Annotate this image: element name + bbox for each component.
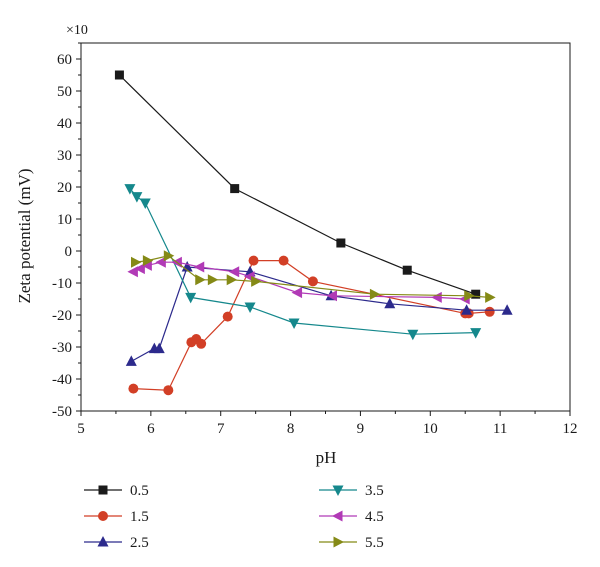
x-axis-label: pH bbox=[316, 448, 337, 467]
y-tick-label: 40 bbox=[57, 116, 72, 132]
legend-label: 0.5 bbox=[130, 483, 149, 499]
data-point bbox=[384, 297, 396, 309]
series-4-5 bbox=[127, 256, 470, 305]
y-axis-label: Zeta potential (mV) bbox=[15, 168, 34, 303]
data-point bbox=[431, 291, 442, 303]
y-tick-label: 20 bbox=[57, 180, 72, 196]
data-point bbox=[501, 304, 513, 315]
data-point bbox=[288, 318, 300, 329]
data-point bbox=[307, 276, 318, 287]
legend-label: 3.5 bbox=[365, 483, 384, 499]
legend-label: 4.5 bbox=[365, 509, 384, 525]
y-axis-multiplier: ×10 bbox=[66, 23, 88, 38]
y-tick-label: 0 bbox=[65, 244, 73, 260]
axis-ticks bbox=[76, 42, 571, 416]
legend-label: 5.5 bbox=[365, 535, 384, 551]
x-tick-label: 9 bbox=[357, 421, 365, 437]
data-point bbox=[163, 385, 174, 396]
data-point bbox=[228, 266, 240, 278]
data-point bbox=[124, 184, 136, 195]
tick-labels: 5 6 7 8 9 10 11 12 -50 -40 -30 -20 -10 0 10 20 30 40 50 60 bbox=[52, 52, 578, 437]
y-tick-label: -30 bbox=[52, 340, 72, 356]
series-line bbox=[135, 255, 490, 298]
legend-item-4-5: 4.5 bbox=[319, 509, 384, 525]
data-point bbox=[128, 383, 139, 394]
x-tick-label: 5 bbox=[77, 421, 85, 437]
x-tick-label: 12 bbox=[563, 421, 578, 437]
legend-marker bbox=[333, 536, 344, 548]
data-point bbox=[195, 274, 206, 286]
data-point bbox=[470, 328, 482, 339]
data-point bbox=[485, 291, 496, 303]
series-5-5 bbox=[130, 250, 496, 303]
plot-frame bbox=[80, 42, 571, 412]
data-point bbox=[163, 250, 175, 262]
data-point bbox=[131, 192, 143, 203]
data-point bbox=[181, 261, 193, 272]
data-point bbox=[336, 238, 346, 248]
y-tick-label: 50 bbox=[57, 84, 72, 100]
data-point bbox=[193, 261, 205, 273]
legend-marker bbox=[332, 510, 343, 522]
data-point bbox=[326, 290, 337, 302]
y-tick-label: -20 bbox=[52, 308, 72, 324]
legend-marker bbox=[98, 511, 108, 521]
data-point bbox=[230, 184, 240, 194]
x-tick-label: 8 bbox=[287, 421, 295, 437]
x-tick-label: 6 bbox=[147, 421, 155, 437]
data-point bbox=[139, 198, 151, 209]
data-point bbox=[244, 302, 256, 313]
data-point bbox=[226, 274, 238, 286]
y-tick-label: -50 bbox=[52, 404, 72, 420]
legend-label: 2.5 bbox=[130, 535, 149, 551]
data-point bbox=[196, 338, 207, 349]
series-line bbox=[131, 266, 508, 362]
data-point bbox=[222, 311, 233, 322]
legend-marker bbox=[98, 485, 108, 495]
plot-border bbox=[80, 42, 571, 412]
y-tick-label: 10 bbox=[57, 212, 72, 228]
data-point bbox=[207, 274, 219, 286]
data-point bbox=[471, 289, 481, 299]
legend-marker bbox=[97, 536, 109, 547]
y-tick-label: 30 bbox=[57, 148, 72, 164]
y-tick-label: -10 bbox=[52, 276, 72, 292]
data-point bbox=[114, 70, 124, 80]
series-layer bbox=[114, 70, 513, 396]
data-point bbox=[142, 255, 154, 267]
y-tick-label: 60 bbox=[57, 52, 72, 68]
data-point bbox=[248, 255, 259, 266]
y-tick-label: -40 bbox=[52, 372, 72, 388]
series-0-5 bbox=[114, 70, 481, 299]
data-point bbox=[278, 255, 289, 266]
data-point bbox=[125, 355, 137, 366]
data-point bbox=[369, 288, 381, 300]
legend-label: 1.5 bbox=[130, 509, 149, 525]
legend-item-0-5: 0.5 bbox=[84, 483, 149, 499]
data-point bbox=[484, 306, 495, 317]
x-tick-label: 11 bbox=[493, 421, 507, 437]
legend-item-5-5: 5.5 bbox=[319, 535, 384, 551]
data-point bbox=[153, 342, 165, 354]
data-point bbox=[464, 290, 475, 302]
data-point bbox=[461, 304, 473, 315]
legend-item-2-5: 2.5 bbox=[84, 535, 149, 551]
legend-item-3-5: 3.5 bbox=[319, 483, 384, 499]
x-tick-label: 7 bbox=[217, 421, 225, 437]
legend: 0.5 1.5 2.5 3.5 4.5 5.5 bbox=[84, 483, 384, 551]
data-point bbox=[407, 329, 419, 341]
data-point bbox=[155, 256, 166, 268]
data-point bbox=[291, 287, 303, 299]
legend-marker bbox=[332, 485, 344, 496]
series-2-5 bbox=[125, 261, 513, 366]
data-point bbox=[402, 265, 412, 275]
data-point bbox=[130, 256, 142, 268]
data-point bbox=[185, 292, 197, 304]
series-3-5 bbox=[124, 184, 482, 341]
x-tick-label: 10 bbox=[423, 421, 438, 437]
legend-item-1-5: 1.5 bbox=[84, 509, 149, 525]
data-point bbox=[251, 275, 262, 287]
